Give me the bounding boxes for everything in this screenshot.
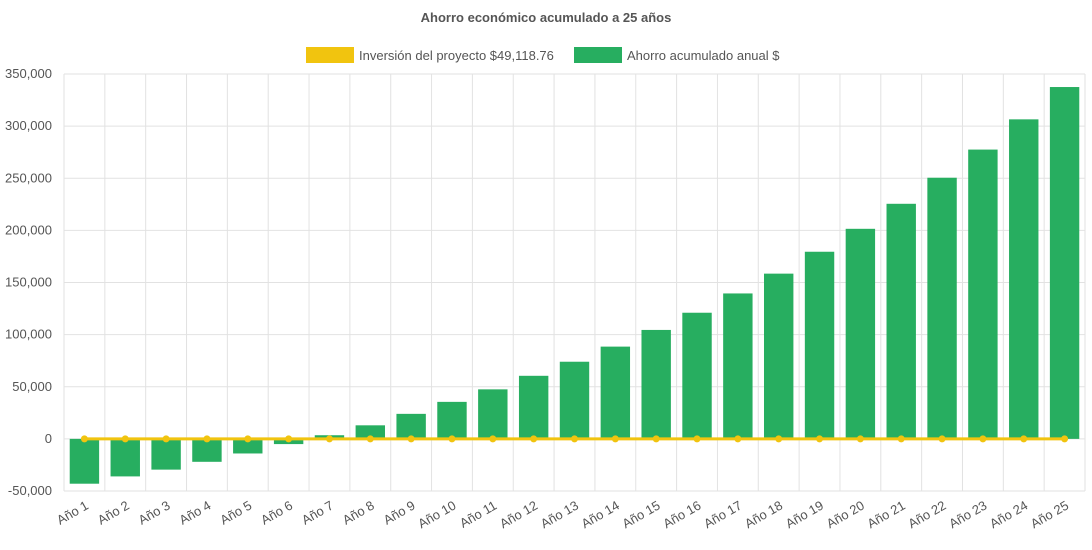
chart-title: Ahorro económico acumulado a 25 años <box>421 10 672 25</box>
bar <box>600 346 631 439</box>
bar <box>192 438 222 462</box>
x-tick-label: Año 16 <box>660 498 703 532</box>
bar <box>1049 87 1080 439</box>
bar <box>968 149 998 439</box>
bar <box>478 389 508 439</box>
investment-point <box>325 435 333 443</box>
investment-point <box>366 435 374 443</box>
x-tick-label: Año 12 <box>497 498 540 532</box>
bars <box>69 87 1080 484</box>
x-tick-label: Año 21 <box>865 498 908 532</box>
bar <box>927 177 957 439</box>
investment-point <box>121 435 129 443</box>
bar <box>845 228 876 439</box>
investment-point <box>816 435 824 443</box>
x-tick-label: Año 6 <box>258 498 295 528</box>
x-axis-ticks: Año 1 Año 2 Año 3 Año 4 Año 5 Año 6 Año 7 Año 8… <box>54 498 1071 532</box>
legend[interactable]: Inversión del proyecto $49,118.76 Ahorro… <box>306 47 780 63</box>
y-tick-label: 100,000 <box>5 327 52 342</box>
x-tick-label: Año 10 <box>415 498 458 532</box>
investment-point <box>693 435 701 443</box>
y-tick-label: 200,000 <box>5 222 52 237</box>
bar <box>641 329 671 439</box>
investment-point <box>979 435 987 443</box>
legend-label-savings: Ahorro acumulado anual $ <box>627 48 780 63</box>
bar <box>69 438 100 484</box>
x-tick-label: Año 8 <box>340 498 377 528</box>
x-tick-label: Año 2 <box>95 498 132 528</box>
x-tick-label: Año 17 <box>701 498 744 532</box>
investment-point <box>775 435 783 443</box>
grid-lines <box>63 73 1086 492</box>
investment-point <box>611 435 619 443</box>
investment-point <box>489 435 497 443</box>
bar <box>559 361 590 439</box>
y-tick-label: 50,000 <box>12 379 52 394</box>
legend-item-savings[interactable]: Ahorro acumulado anual $ <box>574 47 780 63</box>
x-tick-label: Año 25 <box>1028 498 1071 532</box>
x-tick-label: Año 15 <box>619 498 662 532</box>
bar <box>110 438 140 477</box>
investment-point <box>285 435 293 443</box>
bar <box>763 273 794 439</box>
investment-point <box>80 435 88 443</box>
x-tick-label: Año 24 <box>987 498 1030 532</box>
investment-point <box>244 435 252 443</box>
x-tick-label: Año 7 <box>299 498 336 528</box>
y-axis-ticks: 350,000 300,000 250,000 200,000 150,000 100,0… <box>5 66 52 498</box>
y-tick-label: 250,000 <box>5 170 52 185</box>
bar <box>886 203 916 439</box>
investment-line <box>80 435 1069 443</box>
legend-swatch-savings <box>574 47 622 63</box>
investment-point <box>530 435 538 443</box>
investment-point <box>938 435 946 443</box>
x-tick-label: Año 3 <box>136 498 173 528</box>
y-tick-label: 350,000 <box>5 66 52 81</box>
investment-point <box>897 435 905 443</box>
x-tick-label: Año 14 <box>579 498 622 532</box>
y-tick-label: 0 <box>45 431 52 446</box>
investment-point <box>856 435 864 443</box>
x-tick-label: Año 9 <box>381 498 418 528</box>
bar <box>151 438 181 470</box>
bar <box>396 413 426 439</box>
x-tick-label: Año 20 <box>824 498 867 532</box>
x-tick-label: Año 23 <box>946 498 989 532</box>
y-tick-label: -50,000 <box>8 483 52 498</box>
investment-point <box>1061 435 1069 443</box>
x-tick-label: Año 18 <box>742 498 785 532</box>
investment-point <box>203 435 211 443</box>
investment-point <box>162 435 170 443</box>
legend-label-investment: Inversión del proyecto $49,118.76 <box>359 48 554 63</box>
bar <box>355 425 386 439</box>
investment-point <box>448 435 456 443</box>
investment-point <box>734 435 742 443</box>
bar <box>518 375 549 439</box>
bar <box>804 251 835 439</box>
bar <box>437 401 467 439</box>
x-tick-label: Año 5 <box>217 498 254 528</box>
x-tick-label: Año 19 <box>783 498 826 532</box>
bar <box>682 312 712 439</box>
y-tick-label: 300,000 <box>5 118 52 133</box>
investment-point <box>407 435 415 443</box>
x-tick-label: Año 22 <box>905 498 948 532</box>
investment-point <box>1020 435 1028 443</box>
bar <box>1009 119 1039 439</box>
bar <box>723 293 753 439</box>
investment-point <box>652 435 660 443</box>
x-tick-label: Año 11 <box>457 498 499 531</box>
x-tick-label: Año 4 <box>177 498 214 528</box>
legend-item-investment[interactable]: Inversión del proyecto $49,118.76 <box>306 47 554 63</box>
x-tick-label: Año 1 <box>54 498 91 528</box>
x-tick-label: Año 13 <box>538 498 581 532</box>
investment-point <box>571 435 578 443</box>
y-tick-label: 150,000 <box>5 275 52 290</box>
legend-swatch-investment <box>306 47 354 63</box>
bar <box>233 438 263 454</box>
